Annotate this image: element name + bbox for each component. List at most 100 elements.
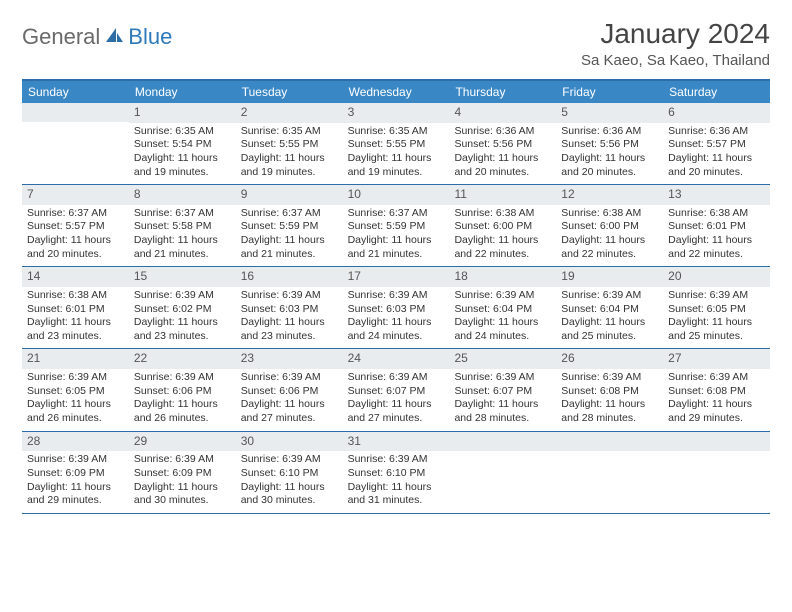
sunset-text: Sunset: 6:02 PM — [134, 303, 231, 317]
day-number: 27 — [663, 349, 770, 369]
sunrise-text: Sunrise: 6:38 AM — [668, 207, 765, 221]
daylight-text: Daylight: 11 hours and 30 minutes. — [134, 481, 231, 508]
day-content: Sunrise: 6:38 AMSunset: 6:00 PMDaylight:… — [449, 205, 556, 267]
daylight-text: Daylight: 11 hours and 31 minutes. — [348, 481, 445, 508]
sunrise-text: Sunrise: 6:35 AM — [134, 125, 231, 139]
sunrise-text: Sunrise: 6:35 AM — [241, 125, 338, 139]
day-header: Wednesday — [343, 81, 450, 103]
day-cell: 11Sunrise: 6:38 AMSunset: 6:00 PMDayligh… — [449, 185, 556, 266]
sunset-text: Sunset: 5:56 PM — [454, 138, 551, 152]
day-cell: 8Sunrise: 6:37 AMSunset: 5:58 PMDaylight… — [129, 185, 236, 266]
day-cell: 21Sunrise: 6:39 AMSunset: 6:05 PMDayligh… — [22, 349, 129, 430]
day-cell: 23Sunrise: 6:39 AMSunset: 6:06 PMDayligh… — [236, 349, 343, 430]
daylight-text: Daylight: 11 hours and 22 minutes. — [454, 234, 551, 261]
day-number: 26 — [556, 349, 663, 369]
sunrise-text: Sunrise: 6:39 AM — [348, 453, 445, 467]
sunrise-text: Sunrise: 6:39 AM — [454, 289, 551, 303]
day-content: Sunrise: 6:39 AMSunset: 6:10 PMDaylight:… — [236, 451, 343, 513]
day-number: 12 — [556, 185, 663, 205]
day-number: 31 — [343, 432, 450, 452]
day-cell: 14Sunrise: 6:38 AMSunset: 6:01 PMDayligh… — [22, 267, 129, 348]
day-content: Sunrise: 6:37 AMSunset: 5:59 PMDaylight:… — [236, 205, 343, 267]
daylight-text: Daylight: 11 hours and 22 minutes. — [561, 234, 658, 261]
day-content: Sunrise: 6:39 AMSunset: 6:05 PMDaylight:… — [22, 369, 129, 431]
day-content: Sunrise: 6:38 AMSunset: 6:01 PMDaylight:… — [22, 287, 129, 349]
day-number: 22 — [129, 349, 236, 369]
daylight-text: Daylight: 11 hours and 19 minutes. — [348, 152, 445, 179]
day-number: 25 — [449, 349, 556, 369]
day-header: Tuesday — [236, 81, 343, 103]
day-cell: 28Sunrise: 6:39 AMSunset: 6:09 PMDayligh… — [22, 432, 129, 513]
day-cell: 13Sunrise: 6:38 AMSunset: 6:01 PMDayligh… — [663, 185, 770, 266]
day-number: 9 — [236, 185, 343, 205]
day-cell: 30Sunrise: 6:39 AMSunset: 6:10 PMDayligh… — [236, 432, 343, 513]
month-title: January 2024 — [581, 18, 770, 50]
sunrise-text: Sunrise: 6:38 AM — [561, 207, 658, 221]
daylight-text: Daylight: 11 hours and 23 minutes. — [134, 316, 231, 343]
day-content: Sunrise: 6:39 AMSunset: 6:02 PMDaylight:… — [129, 287, 236, 349]
sunrise-text: Sunrise: 6:37 AM — [134, 207, 231, 221]
sunrise-text: Sunrise: 6:39 AM — [348, 289, 445, 303]
day-content: Sunrise: 6:36 AMSunset: 5:56 PMDaylight:… — [556, 123, 663, 185]
day-cell: 10Sunrise: 6:37 AMSunset: 5:59 PMDayligh… — [343, 185, 450, 266]
day-content: Sunrise: 6:39 AMSunset: 6:10 PMDaylight:… — [343, 451, 450, 513]
daylight-text: Daylight: 11 hours and 26 minutes. — [27, 398, 124, 425]
day-number: 16 — [236, 267, 343, 287]
sunset-text: Sunset: 6:06 PM — [134, 385, 231, 399]
sunrise-text: Sunrise: 6:36 AM — [561, 125, 658, 139]
sunset-text: Sunset: 6:04 PM — [561, 303, 658, 317]
week-row: 1Sunrise: 6:35 AMSunset: 5:54 PMDaylight… — [22, 103, 770, 185]
sunrise-text: Sunrise: 6:39 AM — [134, 453, 231, 467]
day-header: Monday — [129, 81, 236, 103]
day-number — [22, 103, 129, 122]
day-content: Sunrise: 6:39 AMSunset: 6:04 PMDaylight:… — [449, 287, 556, 349]
day-number: 18 — [449, 267, 556, 287]
sunset-text: Sunset: 6:03 PM — [348, 303, 445, 317]
sunset-text: Sunset: 5:57 PM — [27, 220, 124, 234]
day-content: Sunrise: 6:38 AMSunset: 6:00 PMDaylight:… — [556, 205, 663, 267]
day-header: Saturday — [663, 81, 770, 103]
day-number: 15 — [129, 267, 236, 287]
day-content: Sunrise: 6:36 AMSunset: 5:57 PMDaylight:… — [663, 123, 770, 185]
day-number: 2 — [236, 103, 343, 123]
sunset-text: Sunset: 6:04 PM — [454, 303, 551, 317]
sunset-text: Sunset: 6:09 PM — [27, 467, 124, 481]
day-cell: 15Sunrise: 6:39 AMSunset: 6:02 PMDayligh… — [129, 267, 236, 348]
sunset-text: Sunset: 6:10 PM — [241, 467, 338, 481]
day-cell: 4Sunrise: 6:36 AMSunset: 5:56 PMDaylight… — [449, 103, 556, 184]
daylight-text: Daylight: 11 hours and 28 minutes. — [454, 398, 551, 425]
week-row: 14Sunrise: 6:38 AMSunset: 6:01 PMDayligh… — [22, 267, 770, 349]
day-cell: 3Sunrise: 6:35 AMSunset: 5:55 PMDaylight… — [343, 103, 450, 184]
day-content: Sunrise: 6:39 AMSunset: 6:05 PMDaylight:… — [663, 287, 770, 349]
sunset-text: Sunset: 6:08 PM — [561, 385, 658, 399]
day-number: 3 — [343, 103, 450, 123]
day-cell: 17Sunrise: 6:39 AMSunset: 6:03 PMDayligh… — [343, 267, 450, 348]
day-number: 8 — [129, 185, 236, 205]
day-cell: 26Sunrise: 6:39 AMSunset: 6:08 PMDayligh… — [556, 349, 663, 430]
sunset-text: Sunset: 5:58 PM — [134, 220, 231, 234]
sunset-text: Sunset: 6:06 PM — [241, 385, 338, 399]
day-cell: 5Sunrise: 6:36 AMSunset: 5:56 PMDaylight… — [556, 103, 663, 184]
daylight-text: Daylight: 11 hours and 21 minutes. — [134, 234, 231, 261]
daylight-text: Daylight: 11 hours and 20 minutes. — [27, 234, 124, 261]
day-header: Sunday — [22, 81, 129, 103]
day-number — [556, 432, 663, 451]
daylight-text: Daylight: 11 hours and 19 minutes. — [134, 152, 231, 179]
daylight-text: Daylight: 11 hours and 28 minutes. — [561, 398, 658, 425]
day-content: Sunrise: 6:37 AMSunset: 5:58 PMDaylight:… — [129, 205, 236, 267]
day-cell — [22, 103, 129, 184]
day-cell: 29Sunrise: 6:39 AMSunset: 6:09 PMDayligh… — [129, 432, 236, 513]
day-content: Sunrise: 6:39 AMSunset: 6:09 PMDaylight:… — [22, 451, 129, 513]
sunrise-text: Sunrise: 6:37 AM — [27, 207, 124, 221]
day-cell: 9Sunrise: 6:37 AMSunset: 5:59 PMDaylight… — [236, 185, 343, 266]
day-number: 24 — [343, 349, 450, 369]
sunrise-text: Sunrise: 6:37 AM — [241, 207, 338, 221]
day-number: 19 — [556, 267, 663, 287]
weeks-container: 1Sunrise: 6:35 AMSunset: 5:54 PMDaylight… — [22, 103, 770, 514]
day-cell: 2Sunrise: 6:35 AMSunset: 5:55 PMDaylight… — [236, 103, 343, 184]
day-content: Sunrise: 6:39 AMSunset: 6:09 PMDaylight:… — [129, 451, 236, 513]
sunrise-text: Sunrise: 6:39 AM — [134, 371, 231, 385]
sunset-text: Sunset: 5:55 PM — [241, 138, 338, 152]
sunrise-text: Sunrise: 6:39 AM — [668, 371, 765, 385]
day-number: 11 — [449, 185, 556, 205]
